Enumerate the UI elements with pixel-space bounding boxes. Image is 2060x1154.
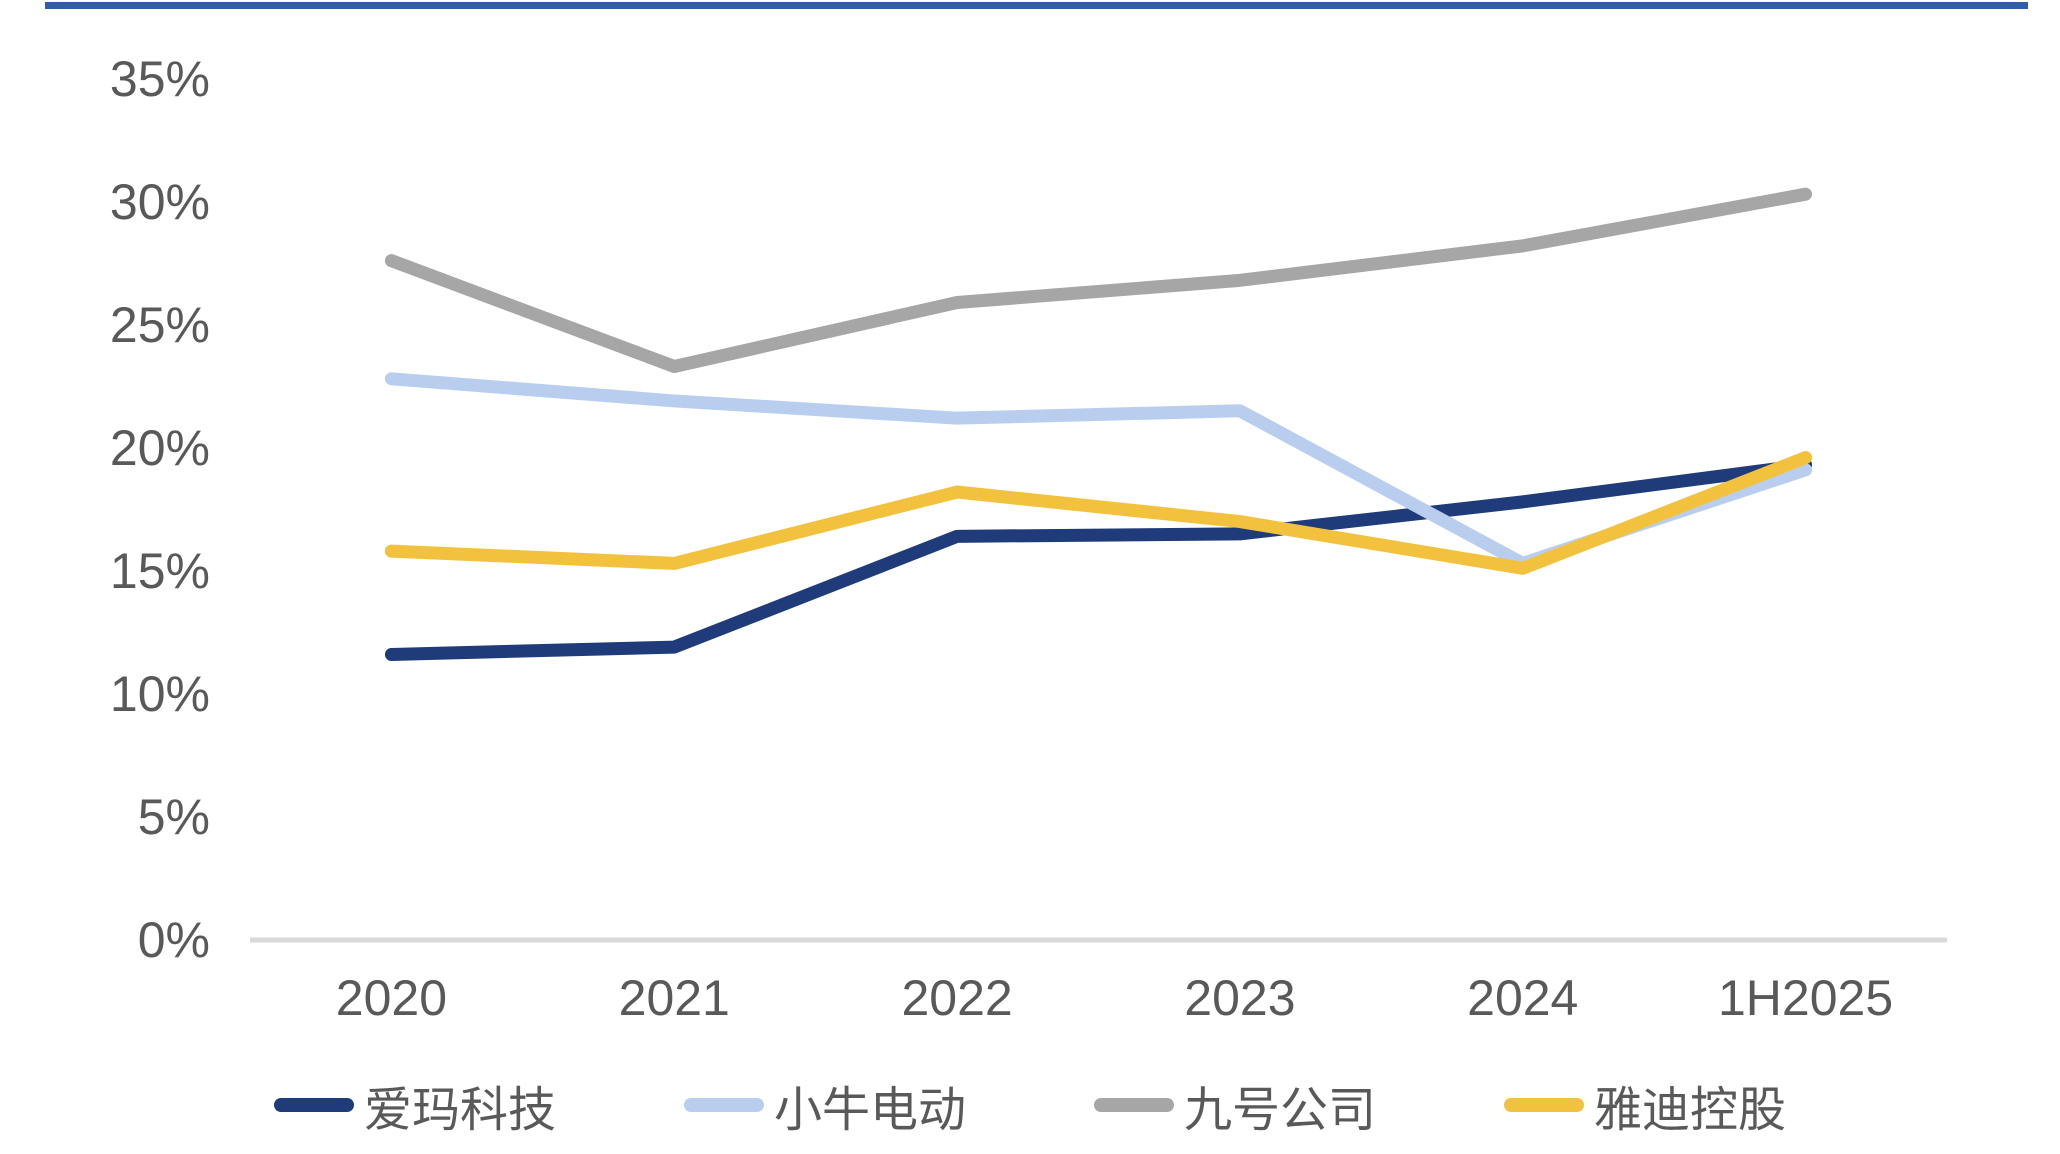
legend-label: 九号公司 [1184, 1084, 1377, 1137]
y-tick-label: 5% [137, 788, 210, 845]
legend-label: 爱玛科技 [363, 1084, 556, 1137]
y-tick-label: 30% [109, 173, 210, 230]
title-divider-rule [45, 2, 2028, 9]
y-tick-label: 20% [109, 419, 210, 476]
series-line-雅迪控股 [384, 451, 1813, 575]
x-tick-label: 1H2025 [1718, 970, 1894, 1026]
x-tick-label: 2021 [618, 970, 730, 1026]
chart-legend: 爱玛科技 小牛电动 九号公司 雅迪控股 [0, 1068, 2060, 1142]
x-tick-label: 2020 [335, 970, 448, 1026]
legend-line-swatch [1094, 1098, 1174, 1112]
legend-line-swatch [1504, 1098, 1585, 1112]
y-tick-label: 0% [137, 912, 210, 968]
legend-line-swatch [683, 1098, 764, 1112]
x-tick-label: 2024 [1467, 970, 1579, 1026]
legend-label: 雅迪控股 [1594, 1084, 1787, 1137]
y-tick-label: 15% [109, 542, 210, 599]
series-line-九号公司 [384, 187, 1813, 373]
x-tick-label: 2022 [901, 970, 1013, 1026]
legend-item: 爱玛科技 [273, 1070, 556, 1140]
legend-label: 小牛电动 [773, 1084, 966, 1137]
series-line-爱玛科技 [384, 458, 1813, 661]
legend-item: 九号公司 [1094, 1070, 1376, 1140]
x-tick-label: 2023 [1184, 970, 1296, 1026]
y-tick-label: 35% [109, 50, 210, 107]
legend-item: 小牛电动 [683, 1070, 966, 1140]
y-tick-label: 25% [109, 296, 210, 353]
y-tick-label: 10% [109, 665, 210, 722]
legend-item: 雅迪控股 [1504, 1070, 1786, 1140]
legend-line-swatch [273, 1098, 354, 1112]
